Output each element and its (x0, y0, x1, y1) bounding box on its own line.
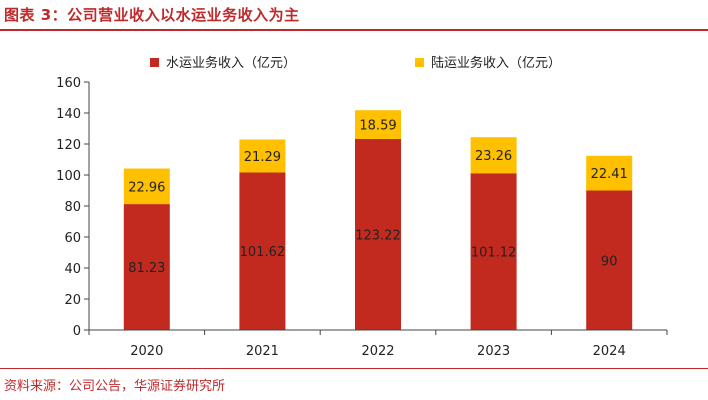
y-tick-label: 40 (64, 262, 81, 277)
x-axis: 2020 2021 2022 2023 2024 (88, 329, 668, 359)
water-value-label-2024: 90 (601, 254, 618, 269)
land-bar-2023 (470, 137, 517, 174)
water-value-label-2022: 123.22 (355, 229, 401, 244)
land-value-label-2023: 23.26 (475, 149, 512, 164)
y-tick-label: 100 (56, 169, 81, 184)
source-note: 资料来源：公司公告，华源证券研究所 (4, 379, 226, 394)
x-tick-label: 2024 (593, 344, 626, 359)
x-tick-label: 2021 (246, 344, 279, 359)
x-tick-label: 2022 (361, 344, 394, 359)
land-bar-2021 (239, 139, 286, 173)
land-value-label-2021: 21.29 (244, 150, 281, 165)
water-value-label-2021: 101.62 (240, 245, 286, 260)
water-bar-2021 (239, 172, 286, 330)
land-bar-2024 (586, 155, 633, 191)
x-tick-label: 2023 (477, 344, 510, 359)
water-bar-2023 (470, 173, 517, 330)
x-tick-label: 2020 (130, 344, 163, 359)
legend-swatch-2 (415, 58, 424, 67)
legend-label-2: 陆运业务收入（亿元） (431, 55, 561, 71)
legend-swatch-1 (150, 58, 159, 67)
water-bar-2022 (355, 139, 401, 330)
land-bar-2022 (355, 110, 401, 140)
y-tick-label: 140 (56, 107, 81, 122)
title-rule (0, 29, 708, 31)
land-value-label-2024: 22.41 (591, 167, 628, 182)
y-tick-label: 0 (73, 324, 81, 339)
land-bar-2020 (123, 168, 170, 205)
chart-legend: 水运业务收入（亿元） 陆运业务收入（亿元） (150, 55, 561, 71)
water-bar-2024 (586, 190, 633, 330)
y-tick-label: 120 (56, 138, 81, 153)
footer-rule (0, 368, 708, 369)
y-tick-label: 20 (64, 293, 81, 308)
y-tick-label: 60 (64, 231, 81, 246)
land-value-label-2022: 18.59 (359, 119, 396, 134)
stacked-bar-chart: 水运业务收入（亿元） 陆运业务收入（亿元） 0 20 40 60 80 100 120 140 1… (56, 55, 668, 359)
legend-label-1: 水运业务收入（亿元） (166, 55, 296, 71)
y-tick-label: 80 (64, 200, 81, 215)
y-tick-label: 160 (56, 76, 81, 91)
water-value-label-2023: 101.12 (471, 246, 517, 261)
water-value-label-2020: 81.23 (128, 261, 165, 276)
land-value-label-2020: 22.96 (128, 180, 165, 195)
bars: 81.23 22.96 101.62 21.29 123.22 18.59 101.12 23… (123, 110, 633, 330)
water-bar-2020 (123, 204, 170, 330)
y-axis: 0 20 40 60 80 100 120 140 160 (56, 76, 90, 339)
figure-title: 图表 3：公司营业收入以水运业务收入为主 (4, 6, 300, 24)
